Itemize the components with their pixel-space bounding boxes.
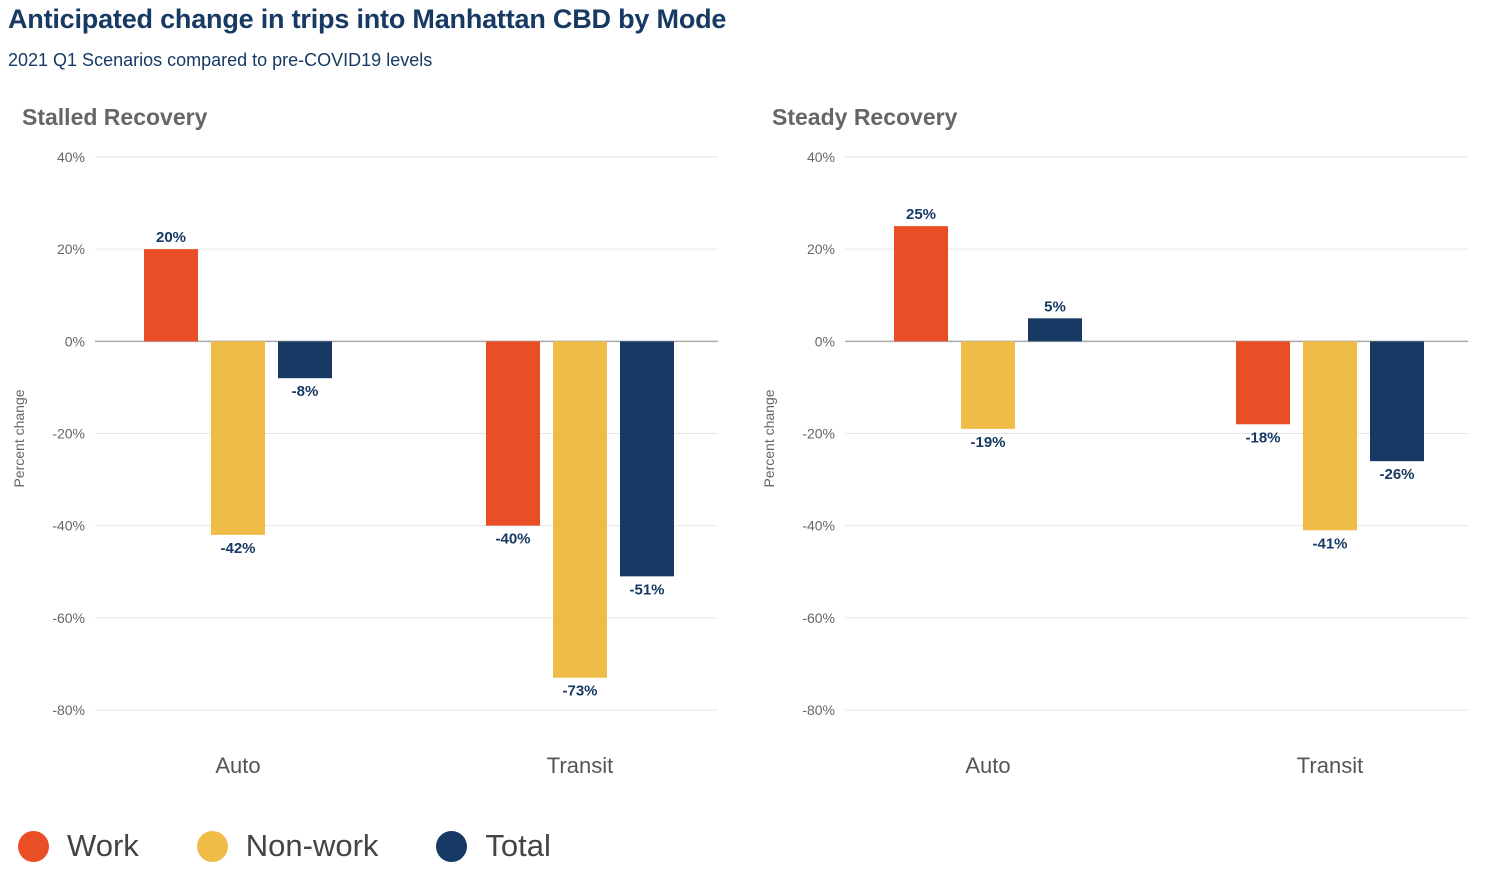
data-label: -19% — [970, 434, 1005, 451]
y-axis-label: Percent change — [11, 389, 27, 487]
legend-label-total: Total — [485, 828, 551, 863]
panel-title: Stalled Recovery — [22, 104, 208, 130]
bar-total-auto — [278, 341, 332, 379]
y-tick-label: -40% — [802, 518, 835, 534]
y-tick-label: -20% — [802, 426, 835, 442]
y-tick-label: 40% — [807, 149, 835, 165]
page-subtitle: 2021 Q1 Scenarios compared to pre-COVID1… — [8, 50, 433, 70]
legend-item-total: Total — [436, 828, 551, 864]
y-tick-label: 20% — [807, 241, 835, 257]
page-title: Anticipated change in trips into Manhatt… — [8, 4, 727, 34]
bar-work-auto — [894, 226, 948, 342]
bar-nonwork-transit — [1303, 341, 1357, 531]
y-tick-label: -60% — [52, 610, 85, 626]
chart-svg-steady: Steady Recovery 40% 20% 0% -20% -40% -60% -80% P… — [761, 104, 1468, 778]
legend-swatch-total — [436, 830, 468, 862]
legend-item-nonwork: Non-work — [196, 828, 379, 864]
legend-label-work: Work — [67, 828, 139, 863]
bar-nonwork-auto — [211, 341, 265, 535]
panel-title: Steady Recovery — [772, 104, 958, 130]
y-tick-label: -80% — [802, 702, 835, 718]
legend-label-nonwork: Non-work — [245, 828, 379, 863]
data-label: 5% — [1044, 298, 1066, 315]
y-tick-label: -60% — [802, 610, 835, 626]
x-category-label: Transit — [547, 753, 613, 778]
data-label: -18% — [1245, 429, 1280, 446]
y-tick-label: -20% — [52, 426, 85, 442]
data-label: 25% — [906, 206, 936, 223]
data-label: -42% — [220, 540, 255, 557]
data-label: -40% — [495, 531, 530, 548]
x-category-label: Auto — [215, 753, 260, 778]
bar-work-transit — [486, 341, 540, 526]
data-label: 20% — [156, 229, 186, 246]
y-tick-label: 20% — [57, 241, 85, 257]
bar-nonwork-transit — [553, 341, 607, 678]
y-axis-label: Percent change — [761, 389, 777, 487]
x-category-label: Transit — [1297, 753, 1363, 778]
bar-work-auto — [144, 249, 198, 342]
chart-stalled-recovery: Stalled Recovery 40% 20% 0% -20% -40% -60% -80%… — [0, 95, 740, 795]
data-label: -73% — [562, 683, 597, 700]
data-label: -51% — [629, 581, 664, 598]
chart-svg-stalled: Stalled Recovery 40% 20% 0% -20% -40% -60% -80%… — [11, 104, 718, 778]
y-tick-label: 0% — [65, 333, 85, 349]
bar-nonwork-auto — [961, 341, 1015, 429]
legend-item-work: Work — [18, 828, 139, 864]
bar-total-auto — [1028, 318, 1082, 342]
legend-swatch-nonwork — [196, 830, 228, 862]
legend: Work Non-work Total — [18, 828, 609, 864]
legend-swatch-work — [18, 830, 49, 862]
y-tick-label: 0% — [815, 333, 835, 349]
bar-work-transit — [1236, 341, 1290, 425]
bar-total-transit — [620, 341, 674, 577]
x-category-label: Auto — [965, 753, 1010, 778]
y-tick-label: -40% — [52, 518, 85, 534]
y-tick-label: 40% — [57, 149, 85, 165]
data-label: -26% — [1379, 466, 1414, 483]
chart-steady-recovery: Steady Recovery 40% 20% 0% -20% -40% -60% -80% P… — [750, 95, 1490, 795]
data-label: -8% — [292, 383, 319, 400]
bar-total-transit — [1370, 341, 1424, 462]
y-tick-label: -80% — [52, 702, 85, 718]
data-label: -41% — [1312, 535, 1347, 552]
